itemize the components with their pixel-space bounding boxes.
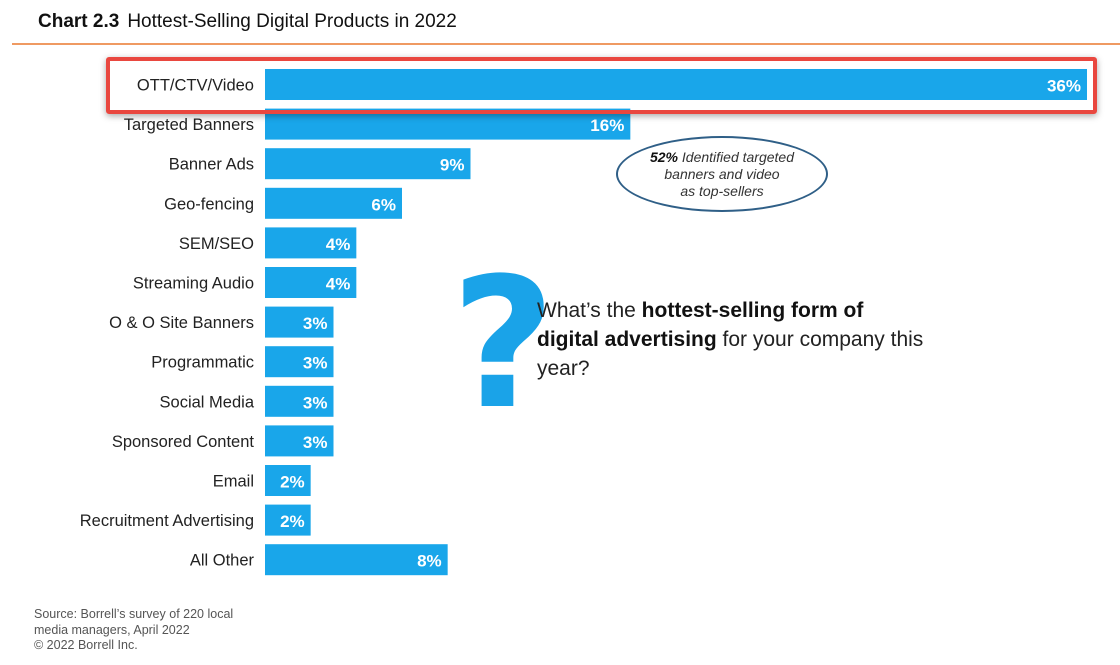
value-label: 16% bbox=[590, 116, 624, 135]
bar-5 bbox=[265, 267, 357, 298]
callout-line-1: Identified targeted bbox=[681, 148, 794, 165]
category-label: SEM/SEO bbox=[179, 235, 254, 253]
bar-9 bbox=[265, 425, 334, 457]
bar-7 bbox=[265, 346, 334, 378]
source-line-1: Source: Borrell’s survey of 220 local bbox=[34, 607, 234, 621]
value-label: 2% bbox=[280, 512, 305, 531]
category-label: Social Media bbox=[160, 393, 255, 411]
bar-0 bbox=[265, 69, 1087, 100]
callout-line-3: as top-sellers bbox=[680, 182, 764, 199]
bar-8 bbox=[265, 385, 334, 417]
value-label: 8% bbox=[417, 552, 442, 571]
chart-title-text: Hottest-Selling Digital Products in 2022 bbox=[127, 11, 457, 32]
value-label: 36% bbox=[1047, 77, 1081, 96]
chart-number-label: Chart 2.3 bbox=[38, 11, 120, 32]
category-label: Email bbox=[213, 473, 254, 491]
category-label: Geo-fencing bbox=[164, 195, 254, 213]
bar-4 bbox=[265, 227, 357, 259]
bar-12 bbox=[265, 544, 448, 576]
category-label: Streaming Audio bbox=[133, 275, 254, 293]
category-label: All Other bbox=[190, 552, 255, 570]
bar-11 bbox=[265, 504, 311, 536]
value-label: 9% bbox=[440, 156, 465, 175]
bar-6 bbox=[265, 306, 334, 338]
callout-percent: 52% bbox=[649, 148, 679, 165]
category-label: O & O Site Banners bbox=[109, 314, 254, 332]
category-label: Banner Ads bbox=[169, 156, 254, 174]
category-label: OTT/CTV/Video bbox=[137, 77, 254, 95]
highlight-box bbox=[106, 57, 1097, 114]
value-label: 4% bbox=[326, 235, 351, 254]
question-text-bold: hottest-selling form of digital advertis… bbox=[537, 299, 864, 351]
category-label: Programmatic bbox=[151, 354, 254, 372]
question-text-1: What’s the bbox=[537, 299, 642, 322]
category-label: Recruitment Advertising bbox=[80, 512, 254, 530]
source-line-3: © 2022 Borrell Inc. bbox=[34, 638, 138, 652]
bar-10 bbox=[265, 465, 311, 496]
callout-ellipse: 52% Identified targeted banners and vide… bbox=[616, 136, 828, 212]
source-line-2: media managers, April 2022 bbox=[34, 622, 190, 637]
value-label: 3% bbox=[303, 433, 328, 452]
category-label: Sponsored Content bbox=[112, 433, 255, 451]
value-label: 3% bbox=[303, 354, 328, 373]
value-label: 6% bbox=[371, 195, 396, 214]
bar-2 bbox=[265, 148, 471, 180]
bar-3 bbox=[265, 187, 402, 219]
chart-title: Chart 2.3 Hottest-Selling Digital Product… bbox=[38, 11, 457, 33]
survey-question: What’s the hottest-selling form of digit… bbox=[537, 296, 927, 383]
value-label: 3% bbox=[303, 393, 328, 412]
question-mark-icon: ? bbox=[451, 240, 556, 449]
title-divider bbox=[12, 43, 1120, 45]
callout-text: 52% Identified targeted banners and vide… bbox=[634, 149, 810, 200]
question-text-2: for your company this year? bbox=[537, 328, 924, 380]
value-label: 3% bbox=[303, 314, 328, 333]
value-label: 4% bbox=[326, 275, 351, 294]
source-note: Source: Borrell’s survey of 220 local me… bbox=[34, 607, 294, 654]
value-label: 2% bbox=[280, 473, 305, 492]
category-label: Targeted Banners bbox=[124, 116, 254, 134]
callout-line-2: banners and video bbox=[664, 165, 780, 182]
